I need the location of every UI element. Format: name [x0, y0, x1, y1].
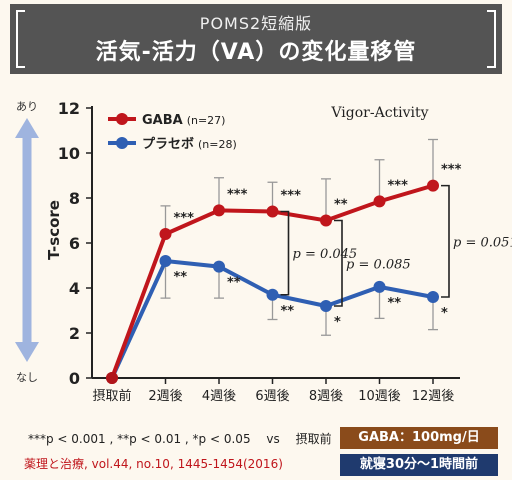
significance-marker-placebo: ** [281, 304, 295, 319]
y-tick-label: 10 [58, 144, 80, 163]
chart-title: Vigor-Activity [330, 105, 428, 121]
significance-marker-gaba: *** [174, 211, 195, 226]
timing-badge: 就寝30分〜1時間前 [340, 454, 498, 476]
bracket-left-decoration [16, 10, 25, 68]
legend-label-gaba: GABA (n=27) [142, 113, 225, 128]
significance-marker-placebo: ** [388, 296, 402, 311]
data-point-placebo [266, 288, 279, 301]
data-point-gaba [266, 205, 279, 218]
significance-marker-gaba: *** [227, 187, 248, 202]
significance-marker-placebo: * [334, 315, 341, 330]
data-point-gaba [427, 179, 439, 192]
chart-canvas: 0 2 4 6 8 10 12 摂取前 2週後 4週後 6週後 8週後 10週後 12週後 Vigor-Ac… [15, 99, 512, 404]
data-point-gaba [106, 372, 118, 384]
y-tick-label: 0 [69, 369, 80, 388]
side-arrow-down-head [15, 342, 39, 362]
legend-label-placebo: プラセボ (n=28) [142, 136, 237, 152]
significance-note: ***p < 0.001 , **p < 0.01 , *p < 0.05 vs… [28, 432, 332, 446]
data-point-placebo [320, 300, 332, 312]
significance-marker-placebo: ** [174, 270, 188, 285]
significance-marker-gaba: *** [388, 178, 409, 193]
data-point-placebo [159, 255, 172, 267]
significance-marker-gaba: ** [334, 198, 348, 213]
x-tick-label: 8週後 [309, 389, 343, 404]
reference-citation: 薬理と治療, vol.44, no.10, 1445-1454(2016) [24, 457, 283, 471]
p-value-label: p = 0.051 [453, 235, 512, 250]
data-point-gaba [373, 195, 386, 208]
x-tick-label: 10週後 [358, 389, 401, 404]
side-label-bottom: なし [16, 371, 38, 384]
side-arrow-up-head [15, 118, 39, 138]
data-point-gaba [213, 204, 225, 217]
significance-marker-placebo: * [441, 306, 448, 321]
comparison-bracket [280, 210, 290, 296]
y-tick-label: 6 [69, 234, 80, 253]
x-tick-label: 6週後 [255, 389, 289, 404]
comparison-bracket [334, 219, 343, 307]
header-subtitle: POMS2短縮版 [199, 14, 313, 33]
y-tick-label: 4 [69, 279, 80, 298]
significance-marker-gaba: *** [441, 163, 462, 178]
p-value-label: p = 0.045 [293, 247, 358, 262]
header-banner: POMS2短縮版 活気-活力（VA）の変化量移管 [10, 4, 502, 74]
significance-marker-placebo: ** [227, 276, 241, 291]
y-tick-label: 8 [69, 189, 80, 208]
p-value-label: p = 0.085 [346, 257, 411, 272]
data-point-placebo [373, 280, 386, 293]
data-point-placebo [213, 260, 225, 273]
legend-n-count: (n=28) [198, 138, 237, 151]
legend-n-count: (n=27) [187, 114, 226, 127]
y-tick-label: 2 [69, 324, 80, 343]
significance-marker-gaba: *** [281, 189, 302, 204]
data-point-gaba [159, 228, 172, 240]
legend-marker-placebo [116, 137, 128, 149]
x-tick-label: 摂取前 [92, 388, 131, 404]
comparison-bracket [441, 184, 450, 298]
side-label-top: あり [16, 100, 38, 113]
bracket-right-decoration [487, 10, 496, 68]
x-tick-label: 2週後 [148, 389, 182, 404]
header-title: 活気-活力（VA）の変化量移管 [95, 40, 417, 65]
x-tick-label: 12週後 [412, 389, 455, 404]
x-tick-label: 4週後 [202, 389, 236, 404]
data-point-gaba [320, 214, 332, 227]
data-point-placebo [427, 291, 439, 303]
y-tick-label: 12 [58, 99, 80, 118]
dose-badge: GABA：100mg/日 [340, 427, 498, 449]
legend-marker-gaba [116, 113, 128, 125]
